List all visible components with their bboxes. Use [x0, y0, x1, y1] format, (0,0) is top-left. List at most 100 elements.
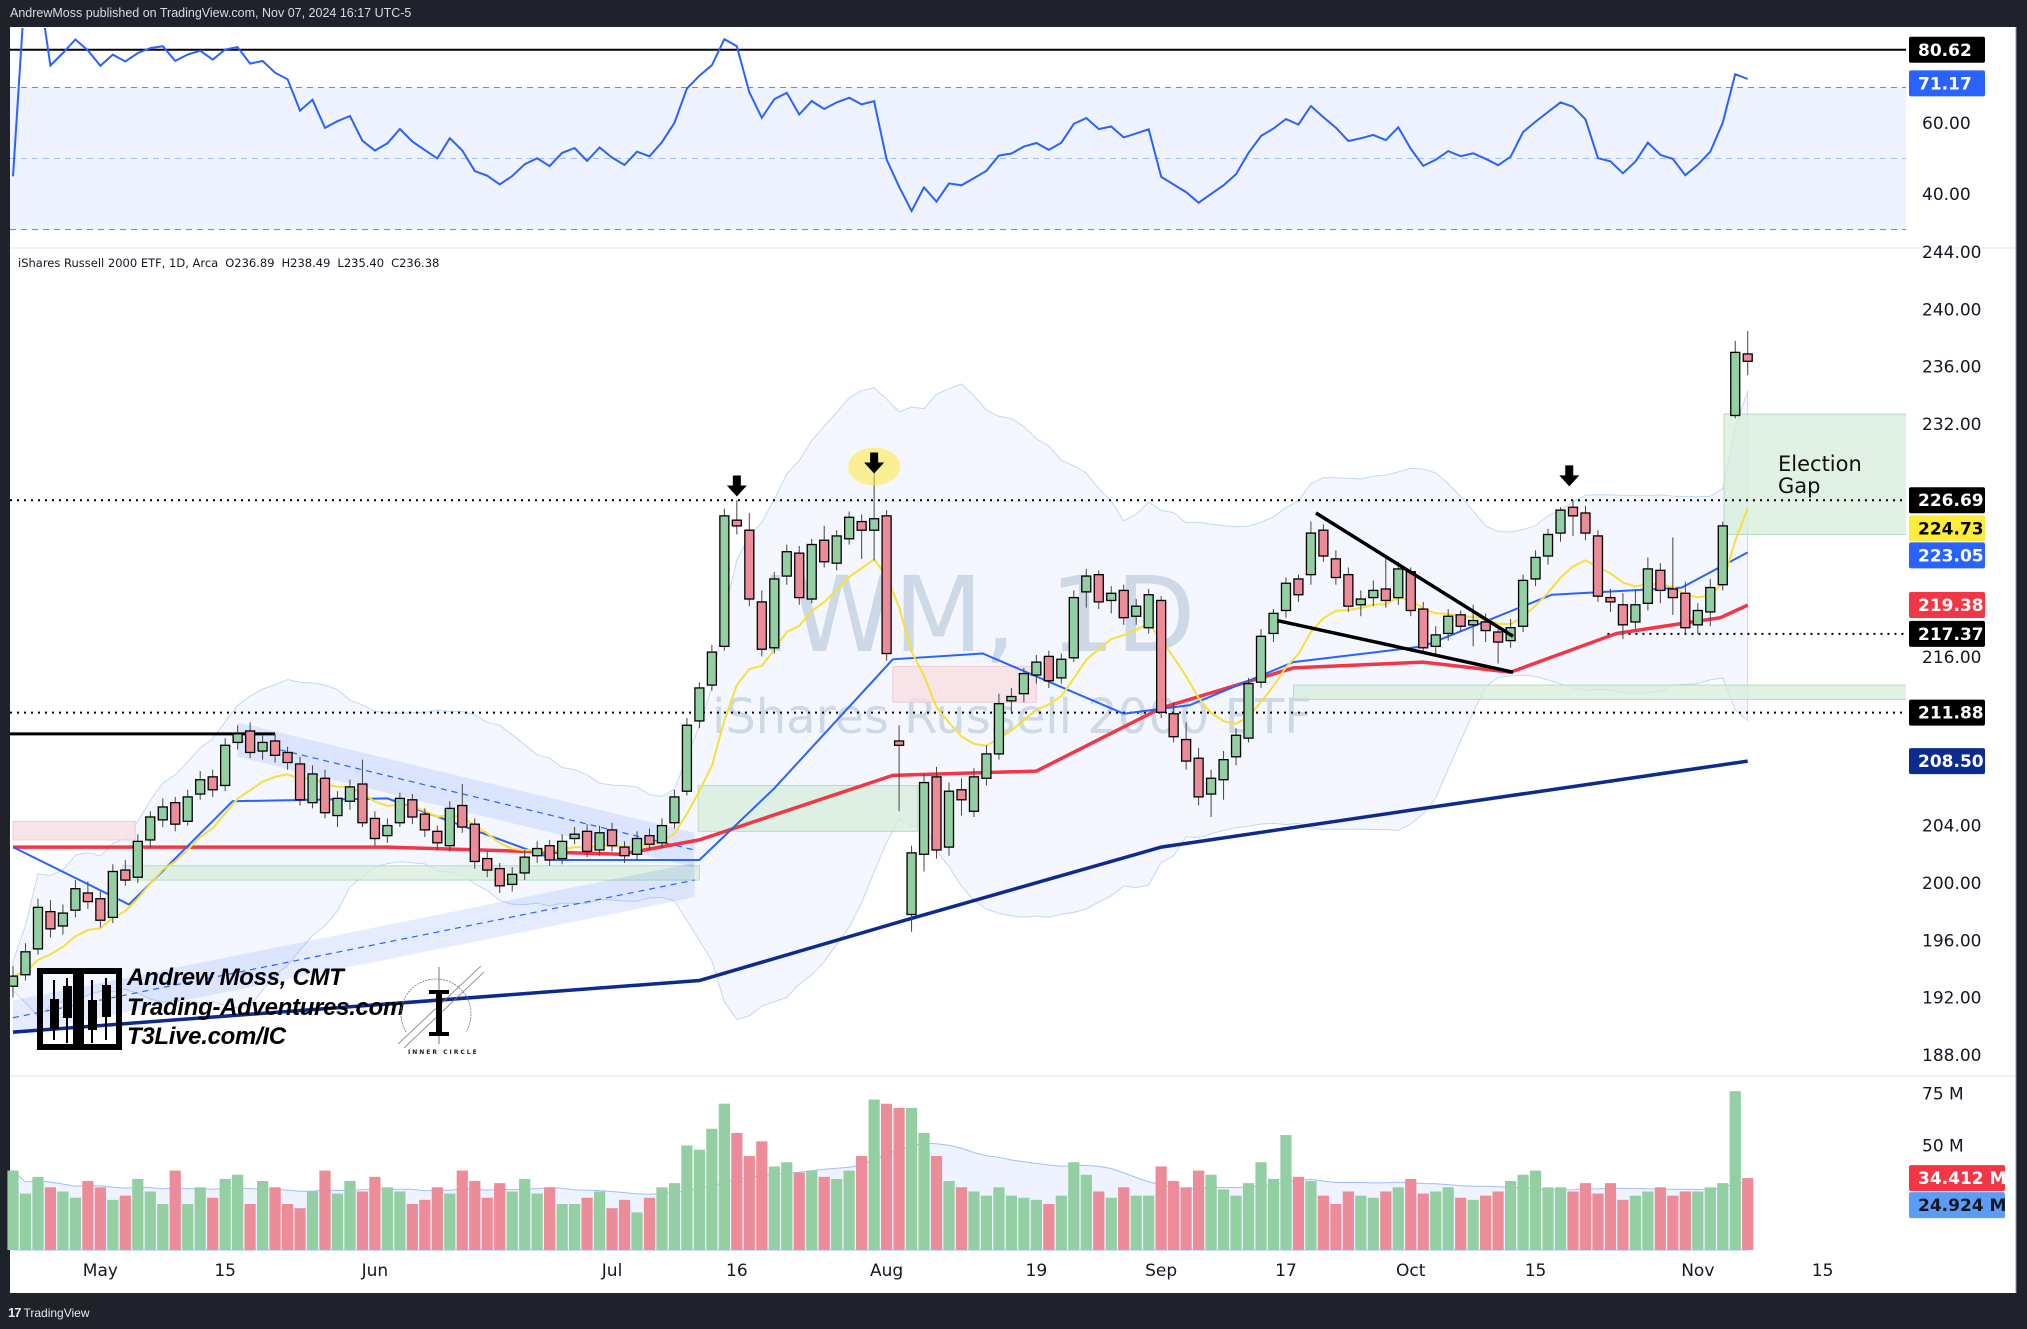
volume-bar: [1442, 1187, 1454, 1250]
candle-body: [1655, 569, 1666, 592]
axis-badge-label: 224.73: [1918, 519, 1984, 539]
volume-bar: [1517, 1174, 1529, 1250]
volume-bar: [806, 1170, 818, 1250]
candle: [781, 544, 792, 585]
time-axis-label: Jun: [361, 1261, 389, 1281]
candle-body: [1592, 535, 1604, 597]
volume-bar: [1717, 1183, 1729, 1250]
candle: [931, 766, 942, 859]
candle-body: [956, 789, 967, 801]
candle: [1443, 609, 1454, 641]
tradingview-logo[interactable]: 17 TradingView: [8, 1305, 90, 1320]
time-axis-label: Oct: [1396, 1261, 1426, 1281]
candle: [1393, 561, 1404, 605]
election-gap-label: Election Gap: [1778, 452, 1862, 498]
volume-bar: [693, 1149, 705, 1250]
volume-bar: [1267, 1178, 1280, 1250]
candle: [482, 851, 493, 878]
candle: [694, 682, 705, 729]
candle: [519, 849, 530, 881]
volume-bar: [294, 1208, 306, 1250]
candle-body: [631, 837, 643, 855]
volume-bar: [1330, 1204, 1342, 1250]
candle-body: [1530, 556, 1541, 580]
axis-badge-label: 34.412 M: [1918, 1169, 2006, 1189]
candle: [182, 789, 193, 826]
candle-body: [556, 840, 568, 860]
axis-badge: [1909, 487, 1985, 514]
volume-bar: [531, 1193, 543, 1250]
candle: [1455, 610, 1466, 633]
candle-body: [1480, 621, 1491, 632]
candle-body: [1330, 558, 1342, 579]
volume-bar: [369, 1176, 381, 1250]
volume-bar: [1130, 1195, 1142, 1250]
candle-body: [469, 823, 480, 863]
candle-body: [532, 847, 543, 857]
candle-body: [394, 797, 406, 824]
candle: [881, 510, 892, 661]
candle: [1156, 596, 1167, 719]
volume-bar: [893, 1107, 905, 1250]
candle-body: [656, 824, 668, 844]
legend-symbol: iShares Russell 2000 ETF, 1D, Arca: [18, 256, 219, 270]
candle: [1043, 650, 1054, 688]
candle-body: [232, 733, 243, 744]
candle-body: [1093, 574, 1104, 603]
volume-bar: [331, 1193, 344, 1250]
volume-bar: [593, 1191, 606, 1250]
volume-bar: [1742, 1178, 1754, 1250]
volume-bar: [631, 1212, 643, 1250]
volume-bar: [980, 1195, 993, 1250]
down-arrow-icon: [726, 475, 747, 497]
candle: [269, 733, 281, 763]
candle-body: [731, 519, 742, 527]
candle: [993, 693, 1005, 760]
candle-body: [1455, 614, 1466, 627]
price-tick-label: 236.00: [1922, 358, 1981, 378]
candle: [1343, 567, 1354, 612]
trendline: [1276, 618, 1514, 674]
volume-bar: [968, 1191, 980, 1250]
candle-body: [1667, 588, 1678, 599]
chart-panel[interactable]: [10, 27, 2016, 1293]
candle: [407, 794, 418, 825]
candle-body: [1705, 586, 1716, 613]
price-tick-label: 200.00: [1922, 874, 1981, 894]
volume-tick-label: 75 M: [1922, 1084, 1964, 1104]
candle-body: [881, 515, 892, 655]
axis-badge-label: 71.17: [1918, 74, 1972, 94]
candle: [1705, 578, 1716, 627]
volume-bar: [1205, 1174, 1217, 1250]
candle-body: [57, 912, 69, 927]
candle: [631, 831, 643, 861]
volume-bar: [1567, 1191, 1579, 1250]
candle: [1193, 748, 1204, 806]
legend-low: L235.40: [337, 256, 385, 270]
volume-bar: [718, 1103, 730, 1250]
volume-bar: [19, 1193, 32, 1250]
candle: [1380, 554, 1391, 608]
volume-bar: [257, 1181, 269, 1250]
candle-body: [1642, 568, 1654, 604]
volume-bar: [44, 1187, 57, 1250]
candle-body: [20, 951, 31, 976]
rsi-line: [12, 28, 1749, 214]
candle-body: [157, 806, 168, 821]
candle: [619, 841, 630, 863]
candle: [369, 811, 381, 846]
volume-bar: [868, 1099, 880, 1250]
candle-body: [1081, 575, 1092, 593]
volume-bar: [1292, 1176, 1305, 1250]
candle-body: [457, 804, 468, 828]
candle: [1205, 769, 1217, 817]
volume-bar: [856, 1155, 868, 1250]
candle: [1180, 722, 1192, 770]
time-axis-label: 16: [726, 1261, 748, 1281]
candle-body: [344, 786, 356, 802]
candle: [95, 891, 106, 928]
volume-bar: [1230, 1195, 1242, 1250]
candle: [806, 538, 817, 604]
candle-body: [1617, 604, 1629, 626]
